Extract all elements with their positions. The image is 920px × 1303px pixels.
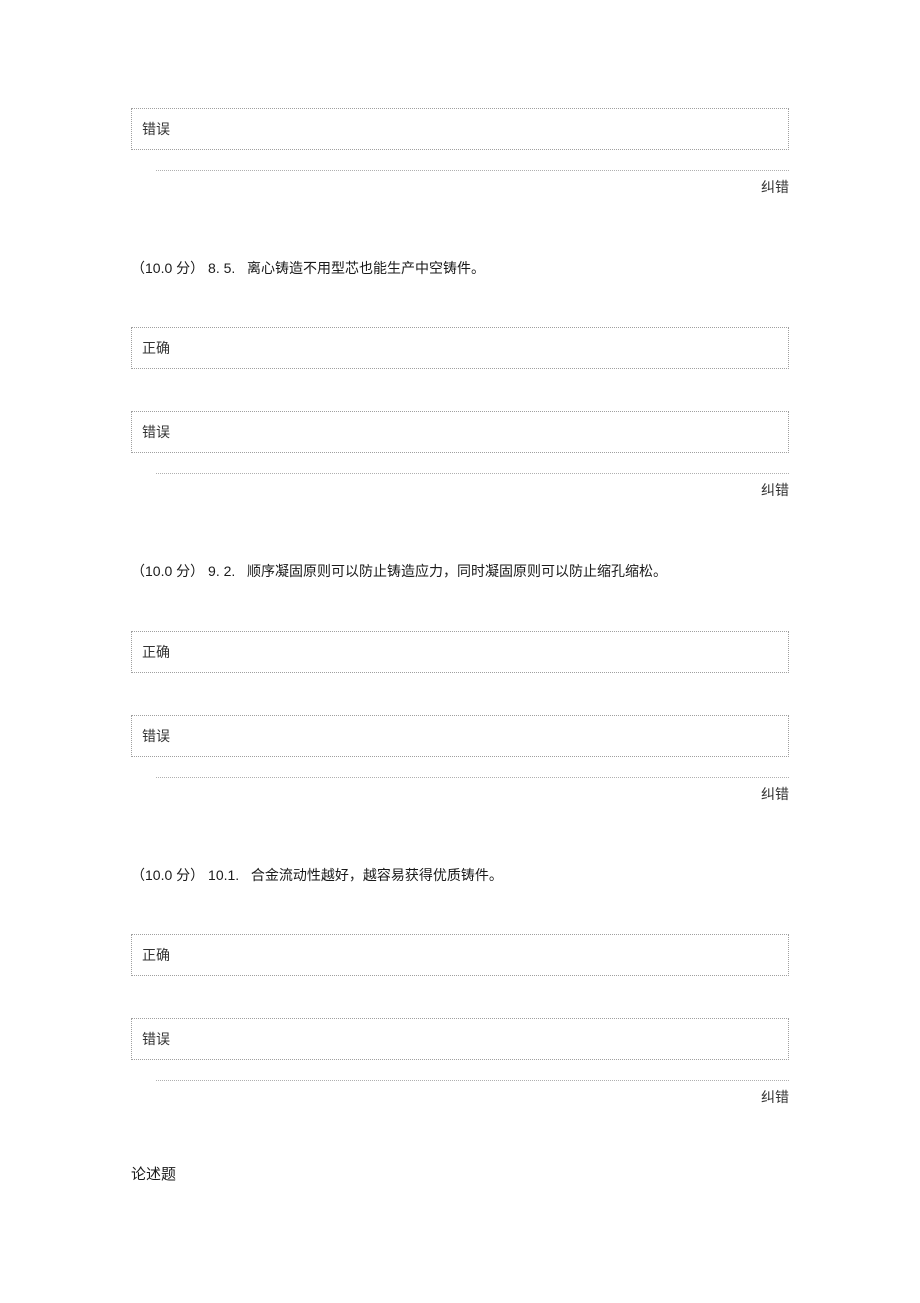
section-title-essay: 论述题 (131, 1163, 789, 1184)
answer-wrong-label: 错误 (142, 121, 170, 137)
answer-wrong-label: 错误 (142, 424, 170, 440)
answer-wrong[interactable]: 错误 (131, 411, 789, 453)
correction-label: 纠错 (761, 786, 789, 802)
question-prefix: （10.0 分） 10.1. (131, 867, 239, 883)
answer-correct[interactable]: 正确 (131, 327, 789, 369)
answer-correct-label: 正确 (142, 947, 170, 963)
correction-label: 纠错 (761, 482, 789, 498)
question-prefix: （10.0 分） 8. 5. (131, 260, 235, 276)
correction-link[interactable]: 纠错 (156, 473, 789, 500)
correction-link[interactable]: 纠错 (156, 777, 789, 804)
question-8-5: （10.0 分） 8. 5. 离心铸造不用型芯也能生产中空铸件。 (131, 257, 789, 279)
answer-wrong-label: 错误 (142, 1031, 170, 1047)
answer-correct[interactable]: 正确 (131, 631, 789, 673)
correction-link[interactable]: 纠错 (156, 170, 789, 197)
answer-correct-label: 正确 (142, 644, 170, 660)
answer-correct-label: 正确 (142, 340, 170, 356)
answer-wrong-label: 错误 (142, 728, 170, 744)
answer-wrong[interactable]: 错误 (131, 108, 789, 150)
correction-label: 纠错 (761, 1089, 789, 1105)
answer-correct[interactable]: 正确 (131, 934, 789, 976)
answer-wrong[interactable]: 错误 (131, 1018, 789, 1060)
question-9-2: （10.0 分） 9. 2. 顺序凝固原则可以防止铸造应力，同时凝固原则可以防止… (131, 560, 789, 582)
question-text: 离心铸造不用型芯也能生产中空铸件。 (247, 260, 485, 276)
question-text: 顺序凝固原则可以防止铸造应力，同时凝固原则可以防止缩孔缩松。 (247, 563, 667, 579)
question-10-1: （10.0 分） 10.1. 合金流动性越好，越容易获得优质铸件。 (131, 864, 789, 886)
correction-link[interactable]: 纠错 (156, 1080, 789, 1107)
answer-wrong[interactable]: 错误 (131, 715, 789, 757)
question-text: 合金流动性越好，越容易获得优质铸件。 (251, 867, 503, 883)
question-prefix: （10.0 分） 9. 2. (131, 563, 235, 579)
correction-label: 纠错 (761, 179, 789, 195)
